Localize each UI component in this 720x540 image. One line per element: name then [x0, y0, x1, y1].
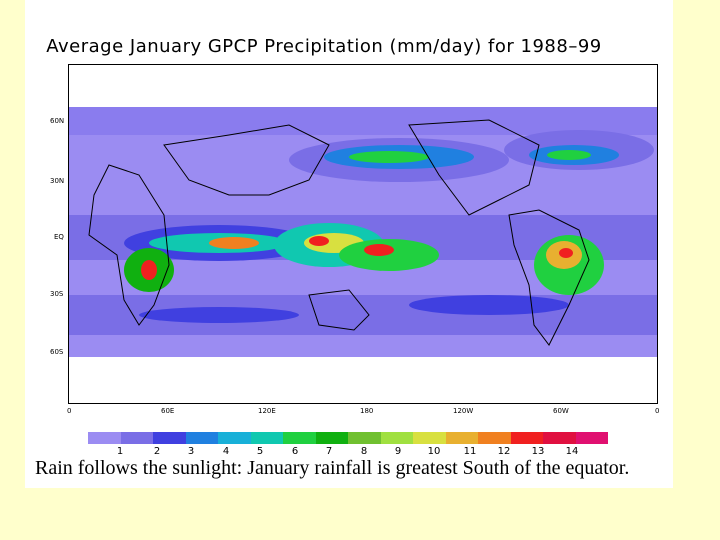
- lat-label-eq: EQ: [54, 233, 64, 241]
- colorbar: [88, 432, 608, 444]
- lon-label-0-right: 0: [655, 407, 660, 415]
- colorbar-swatch-13: [478, 432, 511, 444]
- lat-label-30s: 30S: [50, 290, 64, 298]
- colorbar-tick-6: 6: [291, 446, 299, 457]
- colorbar-tick-14: 14: [565, 446, 579, 457]
- colorbar-swatch-2: [120, 432, 153, 444]
- colorbar-swatch-8: [315, 432, 348, 444]
- colorbar-swatch-10: [380, 432, 413, 444]
- colorbar-tick-9: 9: [394, 446, 402, 457]
- lon-label-120e: 120E: [258, 407, 276, 415]
- colorbar-tick-10: 10: [427, 446, 441, 457]
- colorbar-swatch-3: [153, 432, 186, 444]
- lat-label-60s: 60S: [50, 348, 64, 356]
- lat-label-60n: 60N: [50, 117, 65, 125]
- colorbar-swatch-1: [88, 432, 121, 444]
- lon-label-60w: 60W: [553, 407, 569, 415]
- map-title: Average January GPCP Precipitation (mm/d…: [46, 36, 602, 57]
- colorbar-tick-4: 4: [222, 446, 230, 457]
- precipitation-map-graphic: [69, 65, 657, 403]
- colorbar-swatch-7: [283, 432, 316, 444]
- colorbar-tick-13: 13: [531, 446, 545, 457]
- lon-label-60e: 60E: [161, 407, 175, 415]
- colorbar-swatch-11: [413, 432, 446, 444]
- colorbar-tick-5: 5: [256, 446, 264, 457]
- colorbar-tick-2: 2: [153, 446, 161, 457]
- colorbar-tick-11: 11: [463, 446, 477, 457]
- colorbar-tick-3: 3: [187, 446, 195, 457]
- colorbar-swatch-14: [510, 432, 543, 444]
- colorbar-swatch-9: [348, 432, 381, 444]
- lon-label-0: 0: [67, 407, 72, 415]
- lon-label-180: 180: [360, 407, 374, 415]
- colorbar-swatch-12: [445, 432, 478, 444]
- lat-label-30n: 30N: [50, 177, 65, 185]
- precipitation-map: [68, 64, 658, 404]
- colorbar-swatch-6: [250, 432, 283, 444]
- colorbar-swatch-15: [543, 432, 576, 444]
- colorbar-tick-1: 1: [116, 446, 124, 457]
- colorbar-tick-8: 8: [360, 446, 368, 457]
- slide-caption: Rain follows the sunlight: January rainf…: [35, 457, 630, 479]
- colorbar-swatch-5: [218, 432, 251, 444]
- colorbar-tick-7: 7: [325, 446, 333, 457]
- colorbar-tick-12: 12: [497, 446, 511, 457]
- lon-label-120w: 120W: [453, 407, 474, 415]
- colorbar-swatch-4: [185, 432, 218, 444]
- colorbar-swatch-16: [575, 432, 608, 444]
